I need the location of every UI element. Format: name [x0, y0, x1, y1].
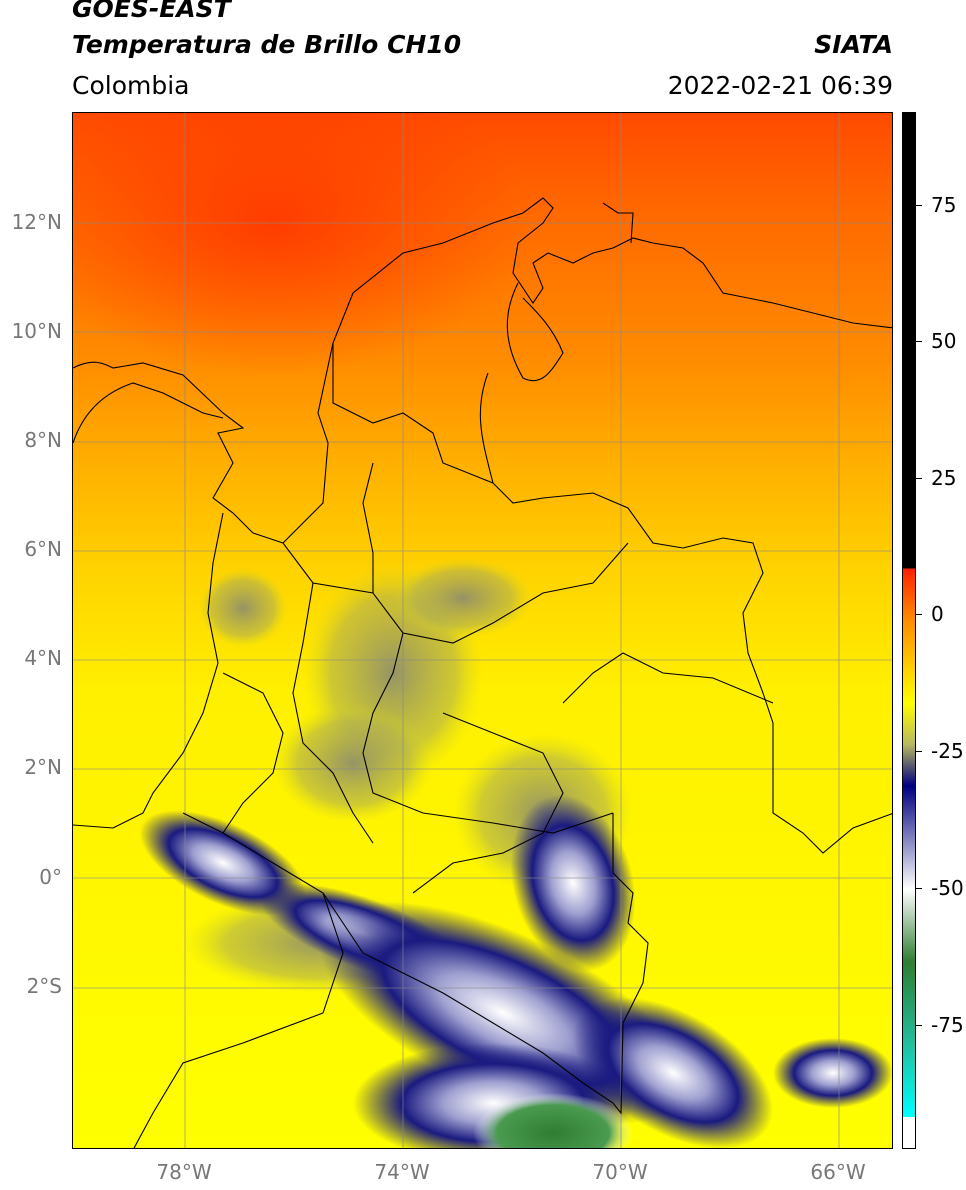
colorbar-tick-mark — [916, 751, 922, 752]
colorbar-tick-label: 0 — [931, 602, 944, 626]
title-product: Temperatura de Brillo CH10 — [72, 30, 462, 59]
colorbar-tick-mark — [916, 478, 922, 479]
cold-cloud — [773, 1038, 892, 1108]
colorbar-tick-mark — [916, 341, 922, 342]
lat-label: 2°S — [26, 974, 62, 998]
colorbar-tick-mark — [916, 205, 922, 206]
colorbar-tick-label: -50 — [931, 876, 964, 900]
lat-label: 6°N — [24, 537, 62, 561]
lon-label: 78°W — [156, 1160, 212, 1184]
brand-label: SIATA — [814, 30, 893, 59]
cold-cloud — [510, 794, 636, 972]
colorbar-tick-label: -75 — [931, 1013, 964, 1037]
lat-label: 10°N — [11, 319, 62, 343]
lat-label: 2°N — [24, 755, 62, 779]
lon-label: 70°W — [592, 1160, 648, 1184]
lat-label: 4°N — [24, 646, 62, 670]
cloud-patch — [273, 703, 433, 823]
colorbar-tick-label: -25 — [931, 739, 964, 763]
lat-label: 12°N — [11, 210, 62, 234]
title-satellite: GOES-EAST — [72, 0, 231, 23]
brightness-temperature-map — [72, 112, 893, 1149]
map-canvas — [73, 113, 892, 1148]
colorbar-tick-mark — [916, 888, 922, 889]
warm-region — [73, 113, 533, 373]
boundaries — [73, 197, 892, 1148]
lat-label: 8°N — [24, 428, 62, 452]
lon-label: 66°W — [810, 1160, 866, 1184]
colorbar-tick-mark — [916, 1025, 922, 1026]
colorbar-tick-label: 75 — [931, 193, 957, 217]
colorbar-tick-label: 50 — [931, 329, 957, 353]
very-cold-core — [473, 1093, 633, 1148]
datetime-label: 2022-02-21 06:39 — [667, 71, 893, 100]
colorbar — [902, 112, 916, 1149]
cloud-patch — [393, 558, 533, 638]
colorbar-tick-mark — [916, 614, 922, 615]
lat-label: 0° — [39, 865, 62, 889]
region-label: Colombia — [72, 71, 190, 100]
lon-label: 74°W — [374, 1160, 430, 1184]
graticule — [73, 113, 892, 1148]
colorbar-tick-label: 25 — [931, 466, 957, 490]
cloud-patch — [198, 568, 288, 648]
